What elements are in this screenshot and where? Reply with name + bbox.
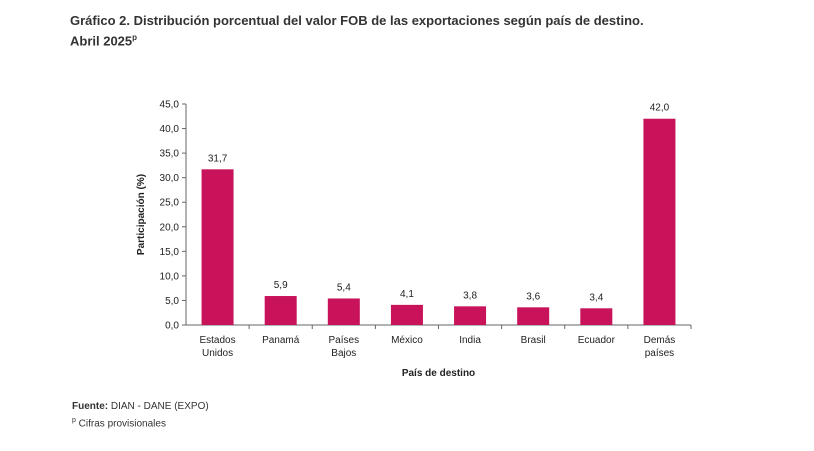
- y-tick-label: 30,0: [160, 173, 180, 184]
- bar: [580, 308, 613, 325]
- data-label: 5,4: [337, 282, 351, 293]
- x-tick-label: India: [459, 335, 481, 346]
- x-tick-label: Unidos: [202, 348, 233, 359]
- data-label: 42,0: [650, 103, 670, 114]
- note-line: p Cifras provisionales: [72, 414, 209, 431]
- y-tick-label: 10,0: [160, 271, 180, 282]
- chart-title-sup: p: [132, 33, 138, 42]
- note-text: Cifras provisionales: [75, 418, 166, 430]
- chart-title-line1: Gráfico 2. Distribución porcentual del v…: [70, 13, 644, 28]
- x-tick-label: países: [645, 348, 674, 359]
- data-label: 3,6: [526, 291, 540, 302]
- data-label: 31,7: [208, 153, 228, 164]
- y-tick-label: 35,0: [160, 149, 180, 160]
- y-tick-label: 20,0: [160, 222, 180, 233]
- x-tick-label: Ecuador: [578, 335, 616, 346]
- bar: [454, 306, 487, 325]
- x-tick-label: México: [391, 335, 423, 346]
- data-label: 3,4: [589, 292, 603, 303]
- bar: [327, 298, 360, 325]
- y-tick-label: 5,0: [165, 296, 179, 307]
- x-tick-label: Demás: [644, 335, 676, 346]
- data-label: 4,1: [400, 289, 414, 300]
- y-tick-label: 15,0: [160, 247, 180, 258]
- bar: [201, 169, 234, 325]
- y-axis-label: Participación (%): [136, 174, 147, 255]
- x-tick-label: Panamá: [262, 335, 300, 346]
- bar: [390, 304, 423, 325]
- x-axis-label: País de destino: [402, 368, 475, 379]
- bar: [643, 118, 676, 325]
- chart-title-line2: Abril 2025p: [70, 29, 644, 49]
- x-tick-label: Países: [329, 335, 360, 346]
- bar: [517, 307, 550, 325]
- source-line: Fuente: DIAN - DANE (EXPO): [72, 400, 209, 414]
- source-text: DIAN - DANE (EXPO): [108, 401, 209, 412]
- x-tick-label: Bajos: [331, 348, 356, 359]
- y-tick-label: 40,0: [160, 124, 180, 135]
- data-label: 5,9: [274, 280, 288, 291]
- y-tick-label: 45,0: [160, 100, 180, 111]
- x-tick-label: Brasil: [521, 335, 546, 346]
- bar: [264, 296, 297, 325]
- x-tick-label: Estados: [199, 335, 235, 346]
- source-label: Fuente:: [72, 401, 109, 412]
- data-label: 3,8: [463, 290, 477, 301]
- chart-title: Gráfico 2. Distribución porcentual del v…: [70, 12, 644, 49]
- chart-title-period: Abril 2025: [70, 33, 133, 49]
- y-tick-label: 0,0: [165, 321, 179, 332]
- chart-footer: Fuente: DIAN - DANE (EXPO) p Cifras prov…: [72, 400, 209, 431]
- y-tick-label: 25,0: [160, 198, 180, 209]
- note-sup: p: [72, 417, 76, 424]
